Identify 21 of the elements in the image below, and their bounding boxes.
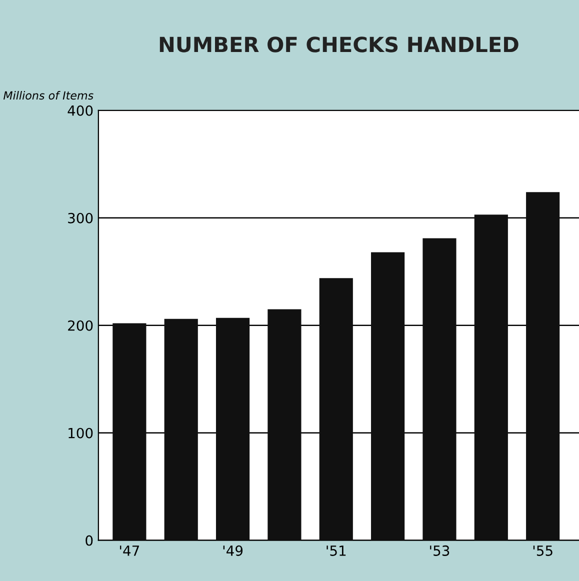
y-tick-label: 400 [68, 105, 93, 116]
bar [216, 318, 250, 540]
x-tick-label: '51 [326, 546, 346, 556]
y-tick-label: 0 [86, 535, 93, 546]
bar [319, 278, 353, 540]
bar [268, 309, 302, 540]
x-tick-label: '49 [223, 545, 243, 556]
y-tick-label: 300 [68, 212, 93, 224]
bar [526, 192, 560, 540]
y-tick-label: 100 [68, 428, 93, 438]
bar [474, 214, 508, 540]
x-tick-label: '53 [430, 545, 450, 556]
chart-title: NUMBER OF CHECKS HANDLED [160, 36, 518, 52]
x-tick-label: '47 [120, 546, 139, 556]
x-tick-label: '55 [533, 546, 552, 556]
y-axis-title: Millions of Items [4, 91, 94, 100]
bar [164, 318, 198, 540]
y-tick-label: 200 [68, 320, 93, 331]
bar [112, 323, 146, 540]
bar [422, 238, 456, 540]
bar [371, 252, 405, 540]
